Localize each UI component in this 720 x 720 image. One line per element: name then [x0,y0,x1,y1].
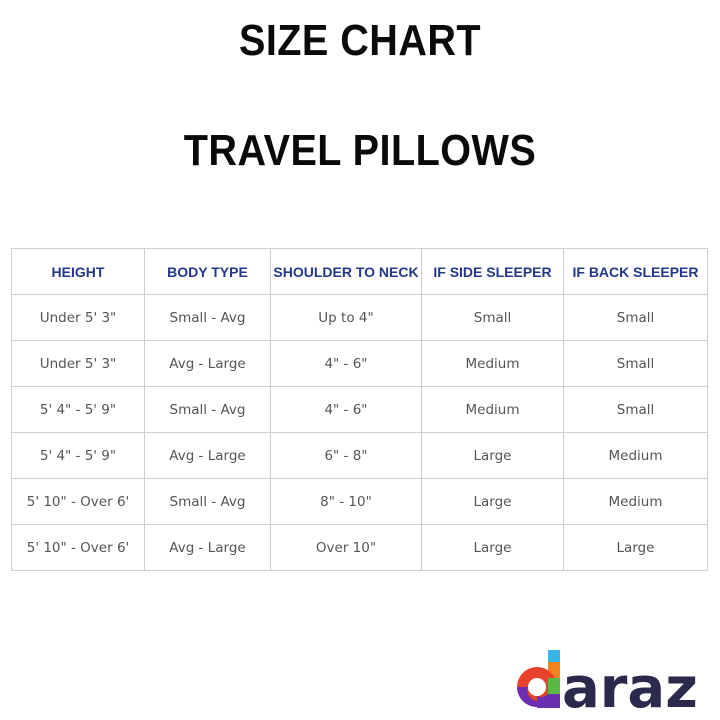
table-cell: 4" - 6" [270,340,422,387]
size-chart-table: HEIGHT BODY TYPE SHOULDER TO NECK IF SID… [11,248,708,571]
daraz-logo: araz [517,650,698,712]
table-cell: Avg - Large [144,340,271,387]
page-subtitle: TRAVEL PILLOWS [183,126,537,175]
header-back-sleeper: IF BACK SLEEPER [563,248,708,295]
logo-text: araz [562,656,698,712]
table-cell: Medium [421,386,564,433]
table-cell: Small [421,294,564,341]
table-cell: Small - Avg [144,478,271,525]
table-cell: Large [421,524,564,571]
table-cell: Large [421,432,564,479]
table-row: 5' 4" - 5' 9" Avg - Large 6" - 8" Large Medi… [11,432,708,479]
table-cell: 5' 4" - 5' 9" [11,386,145,433]
table-cell: Small [563,340,708,387]
table-cell: Large [563,524,708,571]
table-cell: Small - Avg [144,386,271,433]
table-cell: Up to 4" [270,294,422,341]
table-cell: Under 5' 3" [11,340,145,387]
table-cell: Over 10" [270,524,422,571]
page-title: SIZE CHART [238,16,482,65]
table-row: Under 5' 3" Avg - Large 4" - 6" Medium Small [11,340,708,387]
table-cell: 8" - 10" [270,478,422,525]
table-cell: Small [563,294,708,341]
table-cell: Medium [563,432,708,479]
header-side-sleeper: IF SIDE SLEEPER [421,248,564,295]
table-header-row: HEIGHT BODY TYPE SHOULDER TO NECK IF SID… [11,248,708,295]
table-cell: 5' 10" - Over 6' [11,478,145,525]
table-row: Under 5' 3" Small - Avg Up to 4" Small Small [11,294,708,341]
table-cell: Medium [421,340,564,387]
table-cell: Medium [563,478,708,525]
table-cell: Small [563,386,708,433]
logo-d-icon [517,650,560,708]
table-cell: Avg - Large [144,432,271,479]
header-body-type: BODY TYPE [144,248,271,295]
table-cell: Under 5' 3" [11,294,145,341]
table-row: 5' 10" - Over 6' Avg - Large Over 10" Large… [11,524,708,571]
header-shoulder-to-neck: SHOULDER TO NECK [270,248,422,295]
table-cell: 4" - 6" [270,386,422,433]
table-cell: 5' 10" - Over 6' [11,524,145,571]
header-height: HEIGHT [11,248,145,295]
table-cell: Large [421,478,564,525]
table-row: 5' 10" - Over 6' Small - Avg 8" - 10" Large… [11,478,708,525]
table-cell: Small - Avg [144,294,271,341]
table-row: 5' 4" - 5' 9" Small - Avg 4" - 6" Medium Sma… [11,386,708,433]
table-cell: 6" - 8" [270,432,422,479]
table-cell: Avg - Large [144,524,271,571]
table-cell: 5' 4" - 5' 9" [11,432,145,479]
